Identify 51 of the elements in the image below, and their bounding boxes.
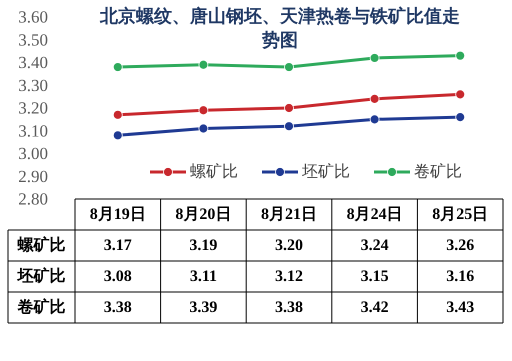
data-label: 3.17 [104,237,132,254]
y-tick-label: 3.30 [18,76,48,95]
data-label: 3.42 [360,299,389,316]
text: 螺矿比 [18,237,66,254]
point [370,53,380,63]
data-label: 3.38 [104,299,132,316]
x-tick-label: 8月25日 [432,206,488,223]
point [198,124,208,134]
text: 卷矿比 [18,299,66,316]
y-tick-label: 3.50 [18,30,48,50]
point [284,62,294,72]
x-tick-label: 8月20日 [175,206,232,223]
text: 坯矿比 [18,268,66,285]
point [284,121,294,132]
point [455,112,466,122]
point [112,62,123,72]
point [370,94,380,104]
y-tick-label: 3.60 [18,8,48,26]
point [455,50,466,61]
legend-label: 卷矿比 [414,162,462,180]
data-label: 3.20 [275,237,303,254]
data-label: 3.08 [104,268,132,285]
data-label: 3.38 [275,299,303,316]
point [198,105,208,116]
data-label: 3.15 [360,268,389,285]
point [284,103,294,113]
data-label: 3.19 [189,237,218,254]
point [370,114,380,124]
data-label: 3.16 [446,268,474,285]
y-tick-label: 3.20 [18,98,48,118]
data-label: 3.11 [190,268,217,285]
legend-label: 螺矿比 [190,162,238,180]
y-tick-label: 3.00 [18,144,48,163]
point [198,60,208,70]
chart-title: 北京螺纹、唐山钢坯、天津热卷与铁矿比值走势图 [100,5,460,52]
data-label: 3.24 [360,237,389,254]
x-tick-label: 8月24日 [346,206,403,223]
point [112,130,123,140]
x-tick-label: 8月21日 [261,206,317,223]
x-tick-label: 8月19日 [90,206,146,223]
data-label: 3.39 [189,299,218,316]
legend-label: 坯矿比 [301,162,350,180]
data-label: 3.43 [446,299,474,316]
point [112,110,123,120]
data-label: 3.12 [275,268,303,285]
y-tick-label: 2.90 [18,166,48,186]
y-tick-label: 3.10 [18,121,48,140]
y-tick-label: 3.40 [18,53,48,72]
y-tick-label: 2.80 [18,190,48,208]
point [455,89,466,100]
data-label: 3.26 [446,237,474,254]
